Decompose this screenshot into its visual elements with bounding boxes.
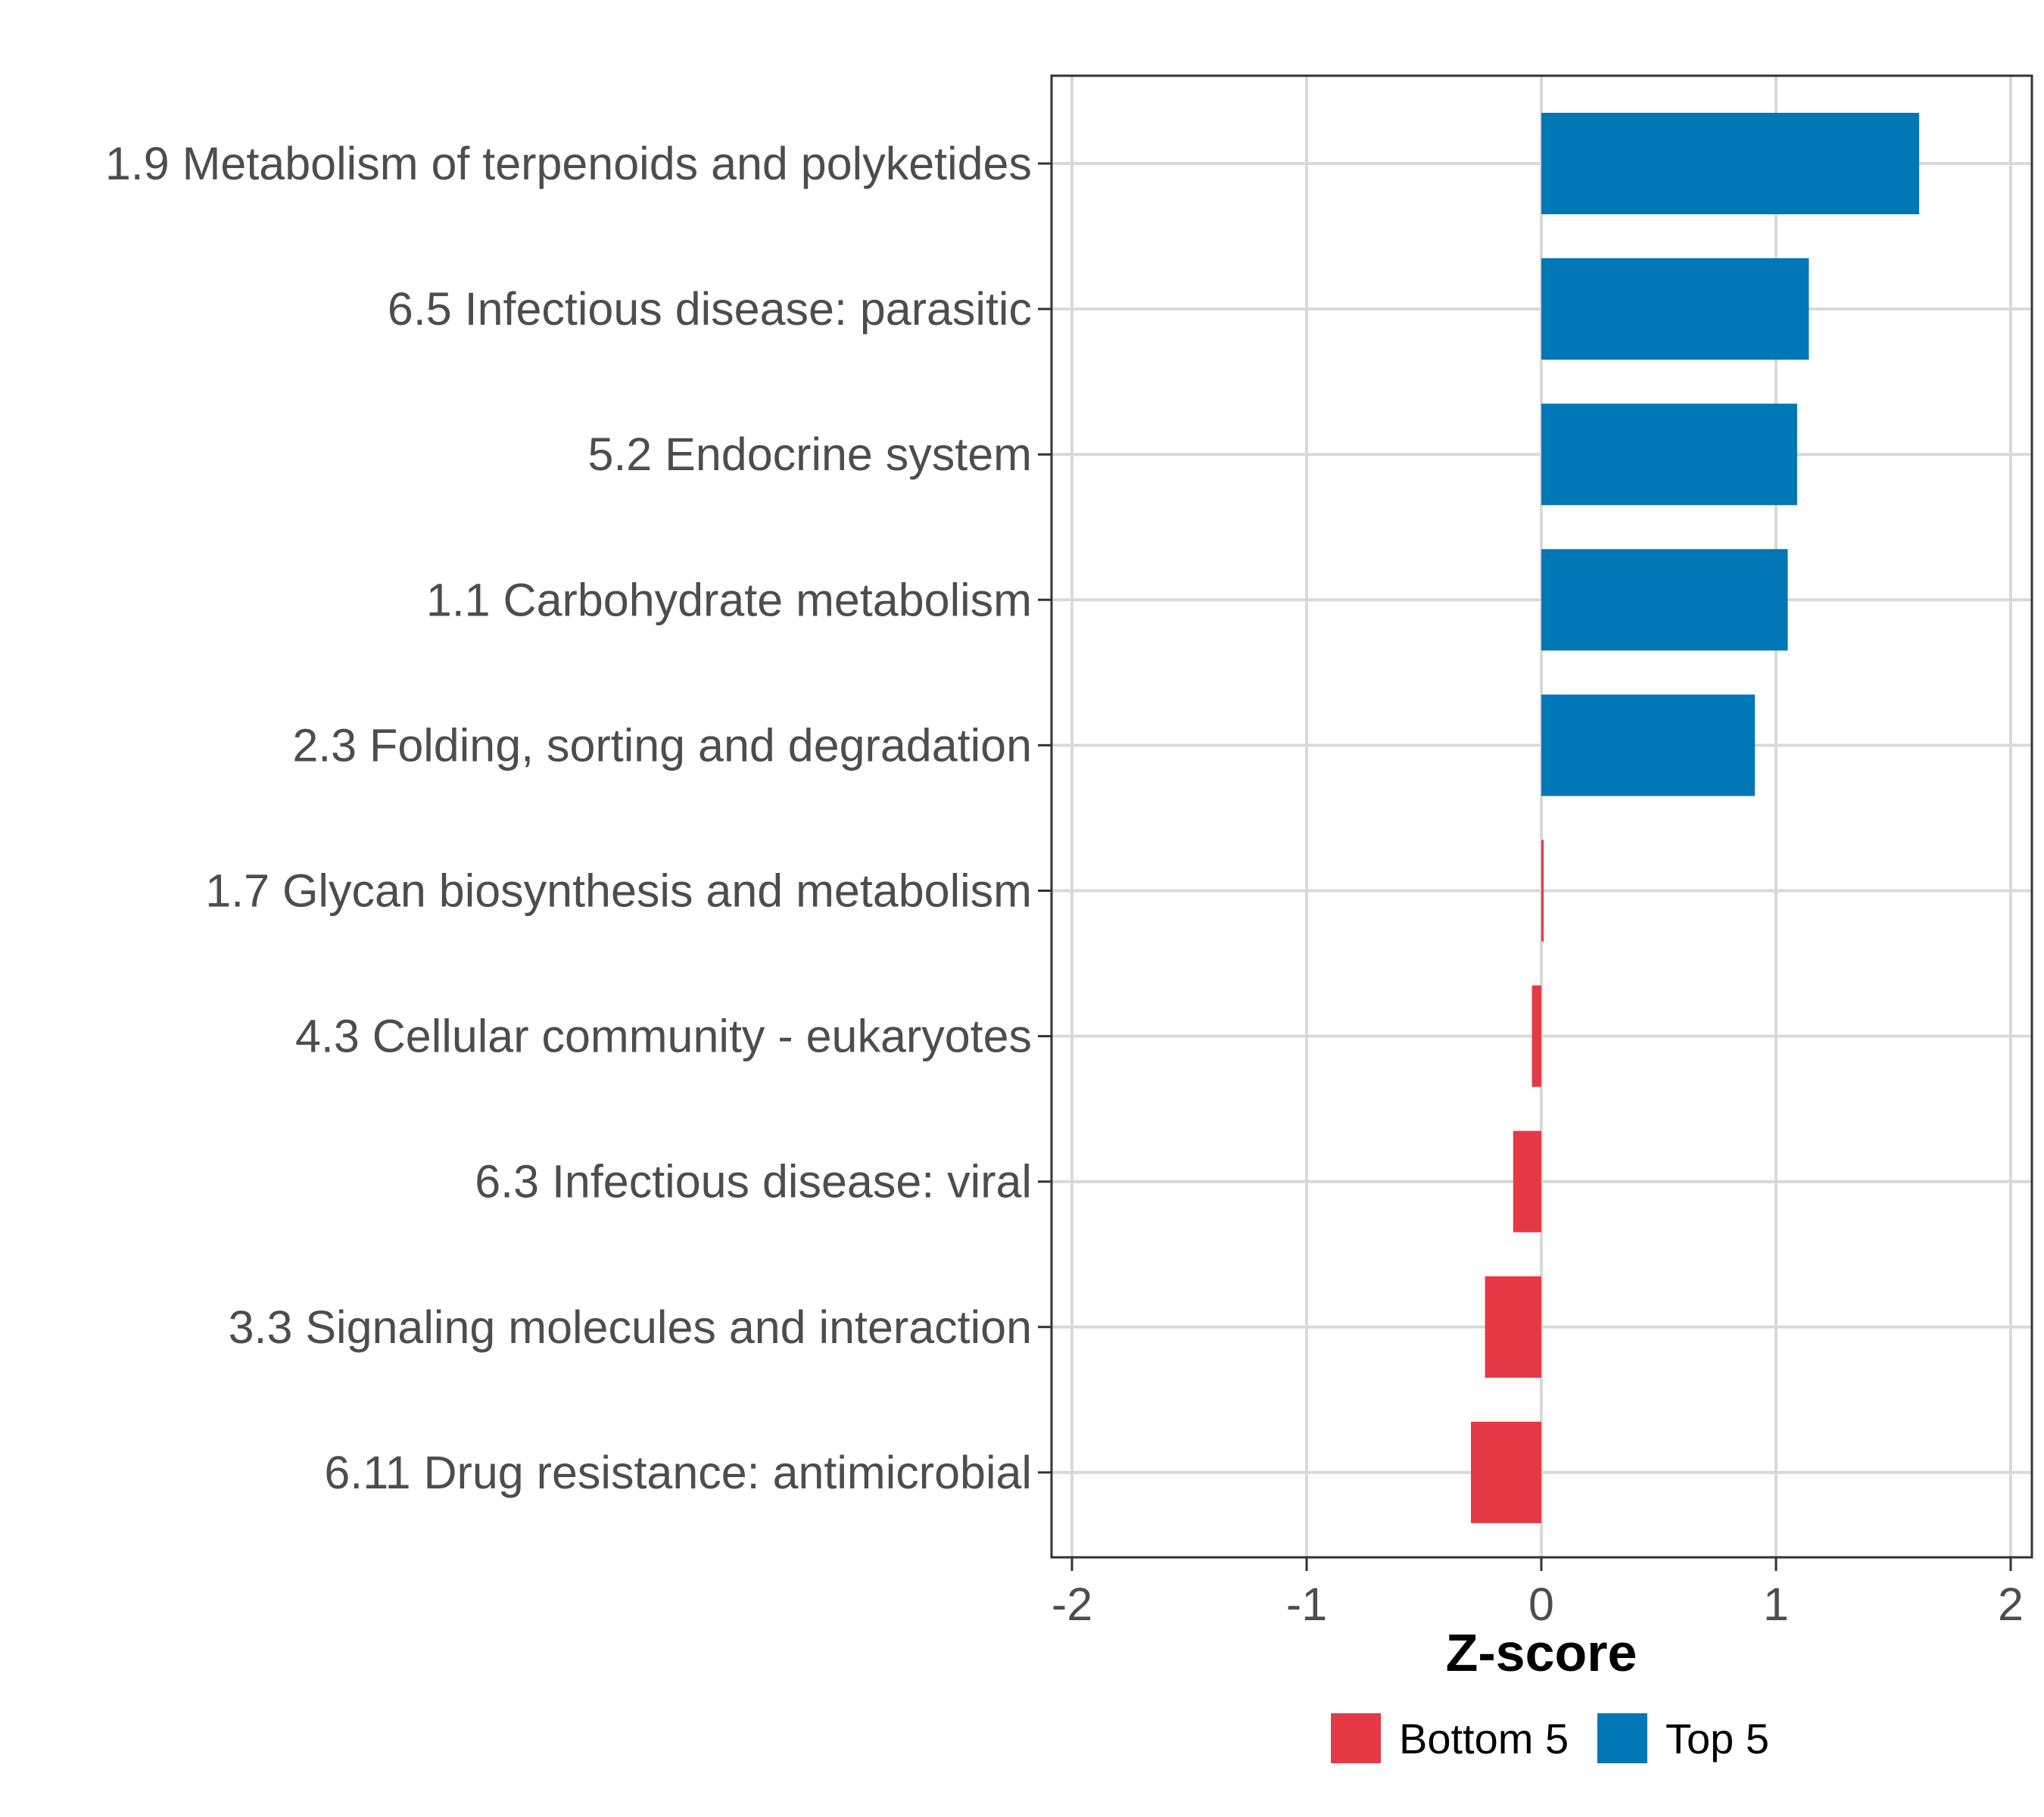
category-label: 1.1 Carbohydrate metabolism <box>426 574 1032 625</box>
bar-top5 <box>1541 258 1809 360</box>
category-label: 2.3 Folding, sorting and degradation <box>292 719 1032 771</box>
category-label: 1.9 Metabolism of terpenoids and polyket… <box>105 138 1032 189</box>
bar-top5 <box>1541 549 1788 651</box>
category-label: 1.7 Glycan biosynthesis and metabolism <box>205 865 1032 917</box>
bar-bottom5 <box>1485 1276 1541 1378</box>
x-tick-label: -1 <box>1286 1579 1327 1630</box>
legend-swatch <box>1597 1713 1647 1763</box>
bar-bottom5 <box>1471 1421 1541 1523</box>
y-axis: 1.9 Metabolism of terpenoids and polyket… <box>105 138 1052 1498</box>
category-label: 6.5 Infectious disease: parasitic <box>388 283 1032 335</box>
category-label: 6.3 Infectious disease: viral <box>475 1156 1032 1208</box>
bars <box>1471 113 1920 1523</box>
legend: Bottom 5 Top 5 <box>1331 1713 1769 1763</box>
legend-item: Bottom 5 <box>1331 1713 1569 1763</box>
bar-bottom5 <box>1513 1130 1541 1233</box>
legend-item: Top 5 <box>1597 1713 1769 1763</box>
legend-label: Bottom 5 <box>1399 1715 1569 1762</box>
x-tick-label: -2 <box>1052 1579 1092 1630</box>
bar-top5 <box>1541 404 1797 506</box>
bar-bottom5 <box>1541 840 1544 942</box>
x-tick-label: 1 <box>1763 1579 1789 1630</box>
category-label: 3.3 Signaling molecules and interaction <box>229 1301 1032 1353</box>
category-label: 5.2 Endocrine system <box>587 429 1032 480</box>
legend-swatch <box>1331 1713 1381 1763</box>
bar-top5 <box>1541 694 1756 796</box>
x-tick-label: 2 <box>1998 1579 2024 1630</box>
category-label: 4.3 Cellular community - eukaryotes <box>295 1011 1032 1062</box>
bar-top5 <box>1541 113 1920 214</box>
x-axis-title: Z-score <box>1446 1623 1637 1682</box>
x-axis: -2 -1 0 1 2 <box>1052 1557 2024 1630</box>
category-label: 6.11 Drug resistance: antimicrobial <box>324 1447 1032 1498</box>
legend-label: Top 5 <box>1665 1715 1769 1762</box>
x-tick-label: 0 <box>1528 1579 1554 1630</box>
bar-bottom5 <box>1531 985 1541 1087</box>
